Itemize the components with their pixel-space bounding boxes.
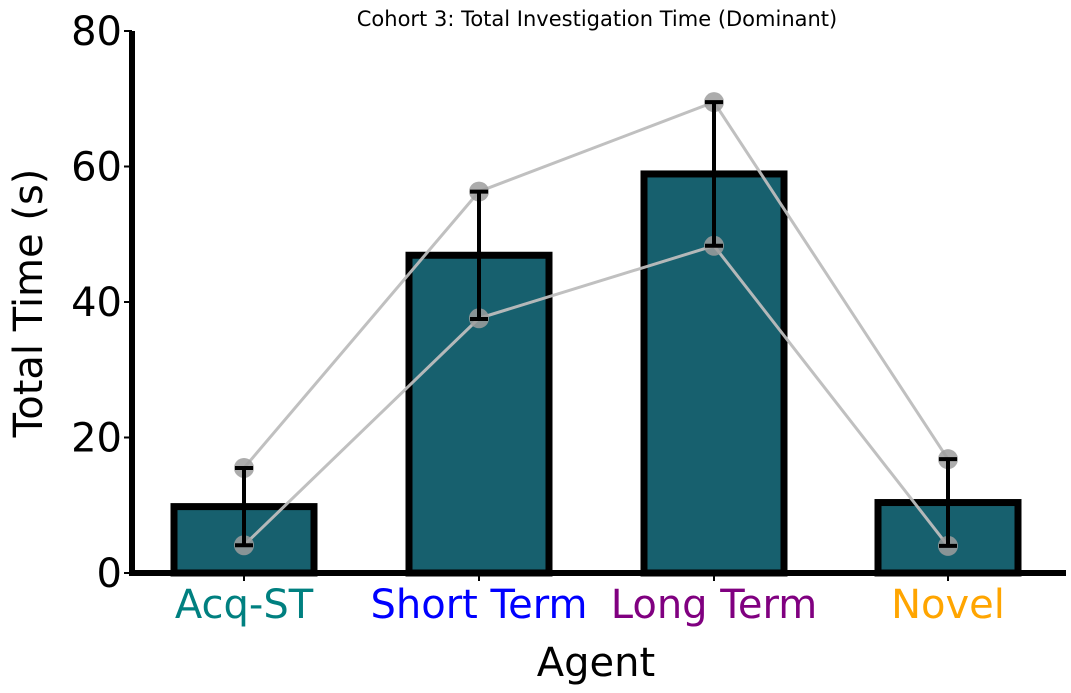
y-tick-label: 40 xyxy=(71,280,122,326)
x-tick-label: Novel xyxy=(891,582,1005,628)
error-bar xyxy=(470,189,488,321)
y-tick-label: 20 xyxy=(71,416,122,462)
plot-area: 0 20 40 60 80 Acq-ST Short Term Long Term Novel xyxy=(71,9,1022,628)
subject-line-1 xyxy=(242,100,950,469)
y-tick-label: 60 xyxy=(71,145,122,191)
error-bar xyxy=(235,465,253,548)
x-tick-label: Short Term xyxy=(370,582,587,628)
x-axis-label: Agent xyxy=(537,640,655,686)
chart-title: Cohort 3: Total Investigation Time (Domi… xyxy=(357,7,838,31)
y-tick-label: 80 xyxy=(71,9,122,55)
y-tick-label: 0 xyxy=(97,551,122,597)
error-bar xyxy=(705,100,723,248)
x-tick-label: Long Term xyxy=(611,582,817,628)
error-bar xyxy=(939,457,957,548)
subject-line-2 xyxy=(242,244,950,547)
x-tick-label: Acq-ST xyxy=(175,582,314,628)
y-axis-label: Total Time (s) xyxy=(6,169,52,439)
